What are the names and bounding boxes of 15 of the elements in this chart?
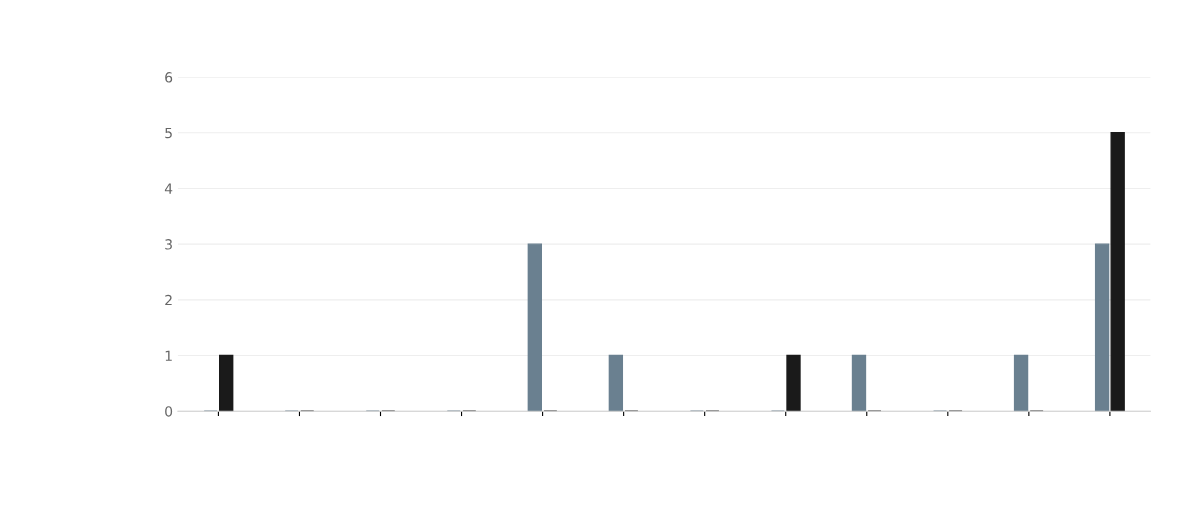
- bar: [1110, 132, 1125, 412]
- y-tick-label: 2: [165, 294, 172, 306]
- bar: [1013, 354, 1029, 412]
- y-tick-label: 0: [165, 406, 173, 417]
- bar: [786, 354, 801, 412]
- y-tick-label: 4: [164, 183, 173, 194]
- bar: [219, 354, 234, 412]
- y-tick-label: 5: [165, 127, 172, 139]
- bar: [851, 354, 867, 412]
- bar: [527, 243, 542, 412]
- y-tick-label: 1: [165, 350, 172, 361]
- bar: [1094, 243, 1110, 412]
- bar: [608, 354, 624, 412]
- y-tick-label: 6: [165, 72, 173, 83]
- y-tick-label: 3: [165, 239, 172, 250]
